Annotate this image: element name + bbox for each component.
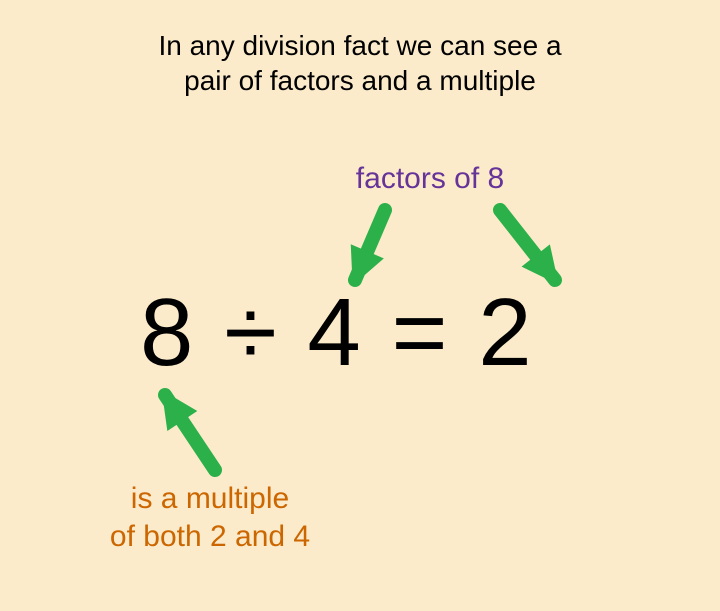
diagram-canvas: In any division fact we can see a pair o… [0, 0, 720, 611]
arrow-2 [165, 395, 215, 470]
heading-line2: pair of factors and a multiple [184, 65, 536, 96]
heading: In any division fact we can see a pair o… [0, 28, 720, 98]
factors-label: factors of 8 [300, 160, 560, 198]
multiple-label: is a multiple of both 2 and 4 [70, 480, 350, 555]
arrow-1 [500, 210, 555, 280]
multiple-label-line2: of both 2 and 4 [110, 520, 310, 553]
multiple-label-line1: is a multiple [131, 482, 289, 515]
arrow-0 [355, 210, 385, 280]
equation: 8 ÷ 4 = 2 [140, 278, 534, 388]
heading-line1: In any division fact we can see a [158, 30, 561, 61]
